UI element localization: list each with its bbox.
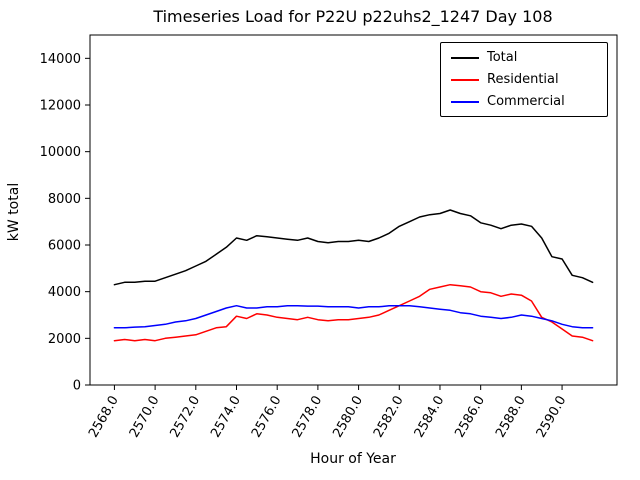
legend-item-residential: Residential xyxy=(451,73,597,86)
svg-text:2578.0: 2578.0 xyxy=(290,394,326,441)
svg-text:6000: 6000 xyxy=(48,239,81,254)
svg-text:12000: 12000 xyxy=(40,99,81,114)
svg-text:2580.0: 2580.0 xyxy=(330,394,366,441)
legend-item-commercial: Commercial xyxy=(451,95,597,108)
legend-line-commercial xyxy=(451,100,479,103)
svg-text:4000: 4000 xyxy=(48,285,81,300)
legend-label-total: Total xyxy=(487,50,518,65)
legend-label-residential: Residential xyxy=(487,72,559,87)
svg-text:2574.0: 2574.0 xyxy=(208,394,244,441)
svg-text:14000: 14000 xyxy=(40,52,81,67)
svg-text:2590.0: 2590.0 xyxy=(534,394,570,441)
svg-text:2570.0: 2570.0 xyxy=(127,394,163,441)
legend-line-residential xyxy=(451,78,479,81)
svg-text:2576.0: 2576.0 xyxy=(249,394,285,441)
svg-text:2000: 2000 xyxy=(48,332,81,347)
svg-text:2586.0: 2586.0 xyxy=(452,394,488,441)
svg-text:2582.0: 2582.0 xyxy=(371,394,407,441)
svg-text:10000: 10000 xyxy=(40,145,81,160)
legend: Total Residential Commercial xyxy=(440,42,608,117)
legend-label-commercial: Commercial xyxy=(487,94,565,109)
legend-line-total xyxy=(451,56,479,59)
svg-text:2572.0: 2572.0 xyxy=(168,394,204,441)
svg-text:2568.0: 2568.0 xyxy=(86,394,122,441)
x-axis-label: Hour of Year xyxy=(310,451,396,467)
svg-text:0: 0 xyxy=(73,379,81,394)
chart-title: Timeseries Load for P22U p22uhs2_1247 Da… xyxy=(152,7,552,27)
svg-text:2584.0: 2584.0 xyxy=(412,394,448,441)
svg-text:8000: 8000 xyxy=(48,192,81,207)
legend-item-total: Total xyxy=(451,51,597,64)
y-axis-label: kW total xyxy=(6,183,22,241)
svg-text:2588.0: 2588.0 xyxy=(493,394,529,441)
